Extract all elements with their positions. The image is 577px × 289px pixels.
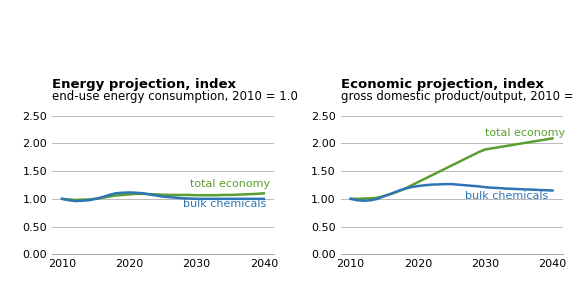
Text: Energy projection, index: Energy projection, index (52, 78, 236, 91)
Text: total economy: total economy (485, 128, 565, 138)
Text: Economic projection, index: Economic projection, index (340, 78, 544, 91)
Text: total economy: total economy (190, 179, 270, 189)
Text: bulk chemicals: bulk chemicals (183, 199, 267, 209)
Text: end-use energy consumption, 2010 = 1.0: end-use energy consumption, 2010 = 1.0 (52, 90, 298, 103)
Text: gross domestic product/output, 2010 = 1.0: gross domestic product/output, 2010 = 1.… (340, 90, 577, 103)
Text: bulk chemicals: bulk chemicals (465, 191, 548, 201)
